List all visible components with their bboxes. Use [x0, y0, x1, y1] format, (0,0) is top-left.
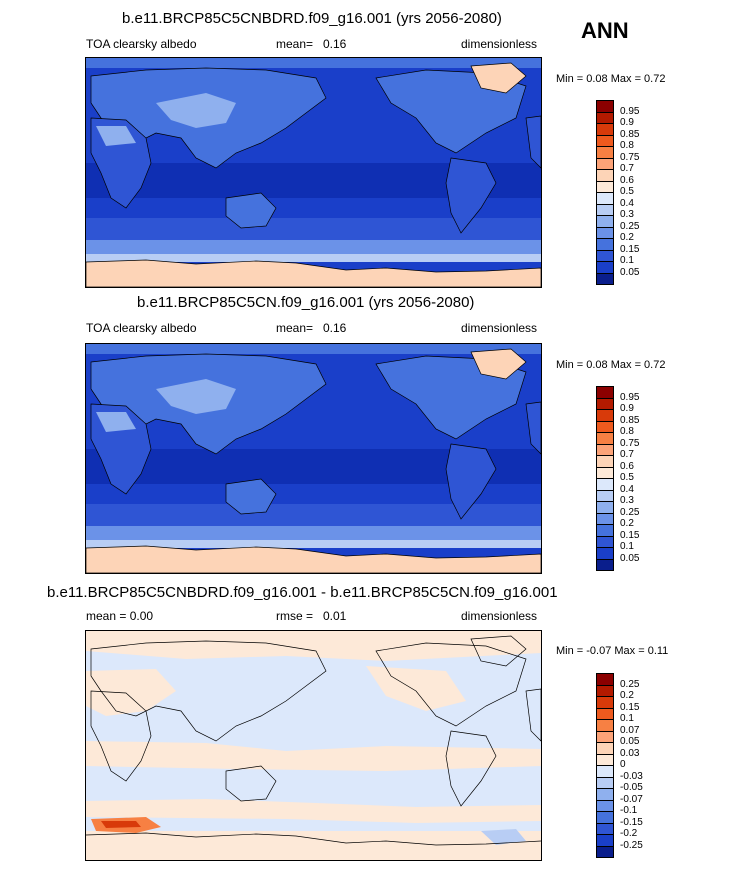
panel3-colorbar-tick-label: 0 [620, 759, 626, 770]
panel3-colorbar-tick-label: -0.25 [620, 839, 643, 851]
panel2-mean-value: 0.16 [323, 321, 347, 335]
panel1-colorbar-tick-label: 0.3 [620, 209, 634, 220]
panel3-colorbar-tick-label: -0.05 [620, 782, 643, 793]
panel1-units: dimensionless [461, 37, 538, 51]
panel2-colorbar-tick-label: 0.95 [620, 391, 640, 403]
panel3-colorbar-tick-label: 0.25 [620, 678, 640, 690]
panel2-colorbar-tick-label: 0.25 [620, 506, 640, 518]
panel3-mean: mean = 0.00 [86, 609, 154, 623]
panel1-minmax: Min = 0.08 Max = 0.72 [556, 73, 666, 85]
panel2-colorbar: 0.95 0.9 0.85 0.8 0.75 0.7 0.6 0.5 0.4 0.3 0.25 0.2… [596, 386, 639, 571]
panel3-map [85, 630, 542, 861]
panel2-colorbar-tick-label: 0.85 [620, 414, 640, 426]
panel1-mean-value: 0.16 [323, 37, 347, 51]
panel2-units: dimensionless [461, 321, 538, 335]
panel2-map [85, 343, 542, 574]
panel3-colorbar-tick-label: -0.2 [620, 828, 638, 839]
panel1-variable-label: TOA clearsky albedo [86, 37, 197, 51]
panel1-colorbar: 0.95 0.9 0.85 0.8 0.75 0.7 0.6 0.5 0.4 0.3 0.25 0.2… [596, 100, 639, 285]
panel1-colorbar-tick-label: 0.95 [620, 105, 640, 117]
panel2-colorbar-tick-label: 0.5 [620, 472, 634, 483]
panel1-colorbar-tick-label: 0.5 [620, 186, 634, 197]
panel3-colorbar-tick-label: -0.03 [620, 770, 643, 782]
panel3-colorbar-swatch [596, 845, 614, 858]
panel3-colorbar-tick-label: 0.1 [620, 713, 634, 724]
panel1-colorbar-tick-label: 0.8 [620, 140, 634, 151]
panel2-colorbar-tick-label: 0.2 [620, 518, 634, 529]
panel2-title: b.e11.BRCP85C5CN.f09_g16.001 (yrs 2056-2… [137, 294, 475, 311]
panel3-colorbar-tick-label: 0.2 [620, 690, 634, 701]
panel3-colorbar-tick-label: 0.03 [620, 747, 640, 759]
panel2-colorbar-tick-label: 0.9 [620, 403, 634, 414]
panel2-colorbar-tick-label: 0.8 [620, 426, 634, 437]
panel1-colorbar-tick-label: 0.4 [620, 197, 634, 209]
panel1-colorbar-tick-label: 0.1 [620, 255, 634, 266]
panel1-title: b.e11.BRCP85C5CNBDRD.f09_g16.001 (yrs 20… [122, 10, 502, 27]
panel3-colorbar-tick-label: -0.07 [620, 793, 643, 805]
panel3-rmse-value: 0.01 [323, 609, 347, 623]
panel2-colorbar-tick-label: 0.3 [620, 495, 634, 506]
panel3-colorbar-tick-label: 0.15 [620, 701, 640, 713]
panel3-title: b.e11.BRCP85C5CNBDRD.f09_g16.001 - b.e11… [47, 584, 558, 601]
panel1-colorbar-swatch [596, 272, 614, 285]
panel1-colorbar-tick-label: 0.15 [620, 243, 640, 255]
panel1-map [85, 57, 542, 288]
panel2-colorbar-tick-label: 0.1 [620, 541, 634, 552]
panel2-colorbar-tick-label: 0.7 [620, 449, 634, 460]
panel1-colorbar-tick-label: 0.2 [620, 232, 634, 243]
panel1-colorbar-tick-label: 0.85 [620, 128, 640, 140]
panel2-variable-label: TOA clearsky albedo [86, 321, 197, 335]
panel1-mean-label: mean= [276, 37, 314, 51]
panel3-colorbar: 0.25 0.2 0.15 0.1 0.07 0.05 0.03 0 -0.03 -0.05 -0.… [596, 673, 643, 858]
panel3-colorbar-tick-label: 0.07 [620, 724, 640, 736]
panel2-colorbar-swatch [596, 558, 614, 571]
panel2-minmax: Min = 0.08 Max = 0.72 [556, 359, 666, 371]
panel3-minmax: Min = -0.07 Max = 0.11 [556, 645, 669, 657]
panel2-colorbar-tick-label: 0.05 [620, 552, 640, 564]
panel1-colorbar-tick-label: 0.7 [620, 163, 634, 174]
panel1-colorbar-tick-label: 0.25 [620, 220, 640, 232]
panel2-mean-label: mean= [276, 321, 314, 335]
panel1-colorbar-tick-label: 0.75 [620, 151, 640, 163]
panel2-colorbar-tick-label: 0.6 [620, 460, 634, 472]
panel3-rmse-label: rmse = [276, 609, 314, 623]
season-label: ANN [581, 18, 629, 43]
panel2-colorbar-tick-label: 0.4 [620, 483, 634, 495]
panel2-colorbar-tick-label: 0.15 [620, 529, 640, 541]
panel1-colorbar-tick-label: 0.9 [620, 117, 634, 128]
panel3-units: dimensionless [461, 609, 538, 623]
panel1-colorbar-tick-label: 0.05 [620, 266, 640, 278]
panel2-colorbar-tick-label: 0.75 [620, 437, 640, 449]
panel3-colorbar-tick-label: 0.05 [620, 736, 640, 747]
panel3-colorbar-tick-label: -0.1 [620, 805, 638, 816]
panel1-colorbar-tick-label: 0.6 [620, 174, 634, 186]
panel3-colorbar-tick-label: -0.15 [620, 816, 643, 828]
